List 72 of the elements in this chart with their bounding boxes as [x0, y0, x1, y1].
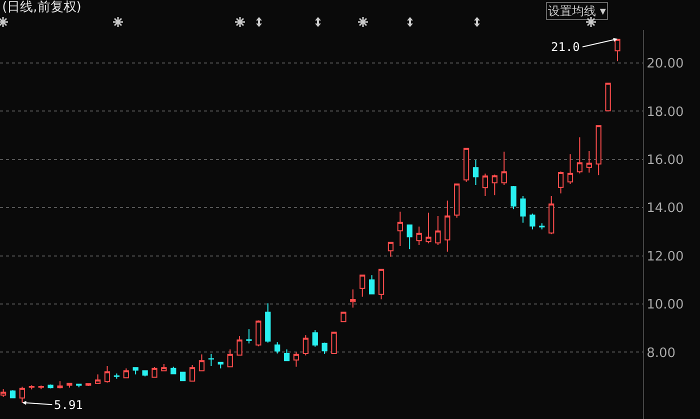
candlestick — [492, 174, 498, 196]
candlestick — [10, 390, 16, 399]
candlestick — [378, 268, 384, 300]
candlestick — [265, 302, 271, 344]
candlestick — [596, 124, 602, 176]
candlestick — [198, 354, 205, 372]
candlestick — [218, 362, 224, 369]
candlestick — [510, 185, 516, 210]
candlestick — [236, 336, 242, 356]
candlestick — [104, 365, 110, 384]
candlestick — [94, 374, 101, 384]
candlestick — [19, 386, 26, 404]
candlestick — [435, 216, 441, 246]
candlestick — [416, 226, 422, 246]
annotation: 21.0 — [551, 40, 580, 54]
candlestick — [189, 364, 196, 382]
candlestick — [388, 241, 394, 258]
candlestick — [152, 366, 158, 378]
candlestick — [322, 342, 328, 354]
candlestick — [463, 147, 470, 182]
candlestick — [170, 366, 176, 375]
candlestick — [256, 320, 262, 347]
annotation: 5.91 — [54, 398, 83, 412]
y-tick-label: 8.00 — [646, 346, 676, 361]
candlestick — [530, 213, 536, 230]
chart-title: (日线,前复权) — [2, 0, 82, 16]
candlestick — [114, 372, 120, 380]
candlestick — [86, 382, 92, 386]
candlestick — [444, 200, 450, 252]
candlestick — [350, 288, 356, 308]
candlestick — [57, 380, 63, 389]
candlestick — [406, 224, 412, 250]
candlestick — [132, 366, 138, 375]
candlestick — [482, 173, 488, 197]
candlestick — [605, 82, 611, 112]
candlestick — [331, 331, 337, 354]
candlestick — [397, 211, 403, 246]
candlestick — [472, 159, 479, 186]
y-tick-label: 14.00 — [646, 201, 684, 216]
candlestick — [180, 372, 186, 382]
candlestick — [501, 151, 507, 186]
y-tick-label: 20.00 — [646, 56, 684, 72]
candlestick — [558, 170, 564, 194]
candlestick — [360, 274, 366, 298]
candlestick — [369, 274, 375, 295]
y-tick-label: 16.00 — [646, 152, 684, 168]
text: 设置均线 ▾ — [548, 4, 606, 18]
y-tick-label: 10.00 — [646, 298, 684, 313]
candlestick — [454, 183, 460, 218]
candlestick — [227, 348, 233, 368]
candlestick — [208, 353, 214, 366]
candlestick — [246, 328, 252, 344]
candlestick — [426, 212, 432, 244]
y-tick-label: 18.00 — [646, 104, 684, 120]
candlestick — [142, 370, 148, 377]
candlestick — [576, 136, 583, 174]
candlestick — [161, 364, 167, 372]
candlestick — [340, 311, 346, 323]
candlestick — [123, 368, 129, 379]
candlestick — [274, 342, 280, 354]
candlestick — [520, 196, 526, 224]
candlestick — [312, 330, 318, 348]
candlestick — [293, 352, 300, 368]
candlestick — [586, 150, 592, 174]
candlestick — [302, 334, 308, 356]
candlestick — [284, 348, 290, 362]
candlestick — [548, 196, 554, 235]
candlestick — [614, 38, 620, 62]
y-tick-label: 12.00 — [646, 249, 684, 264]
candlestick — [539, 222, 545, 230]
candlestick — [66, 382, 72, 388]
candlestick — [567, 154, 574, 185]
